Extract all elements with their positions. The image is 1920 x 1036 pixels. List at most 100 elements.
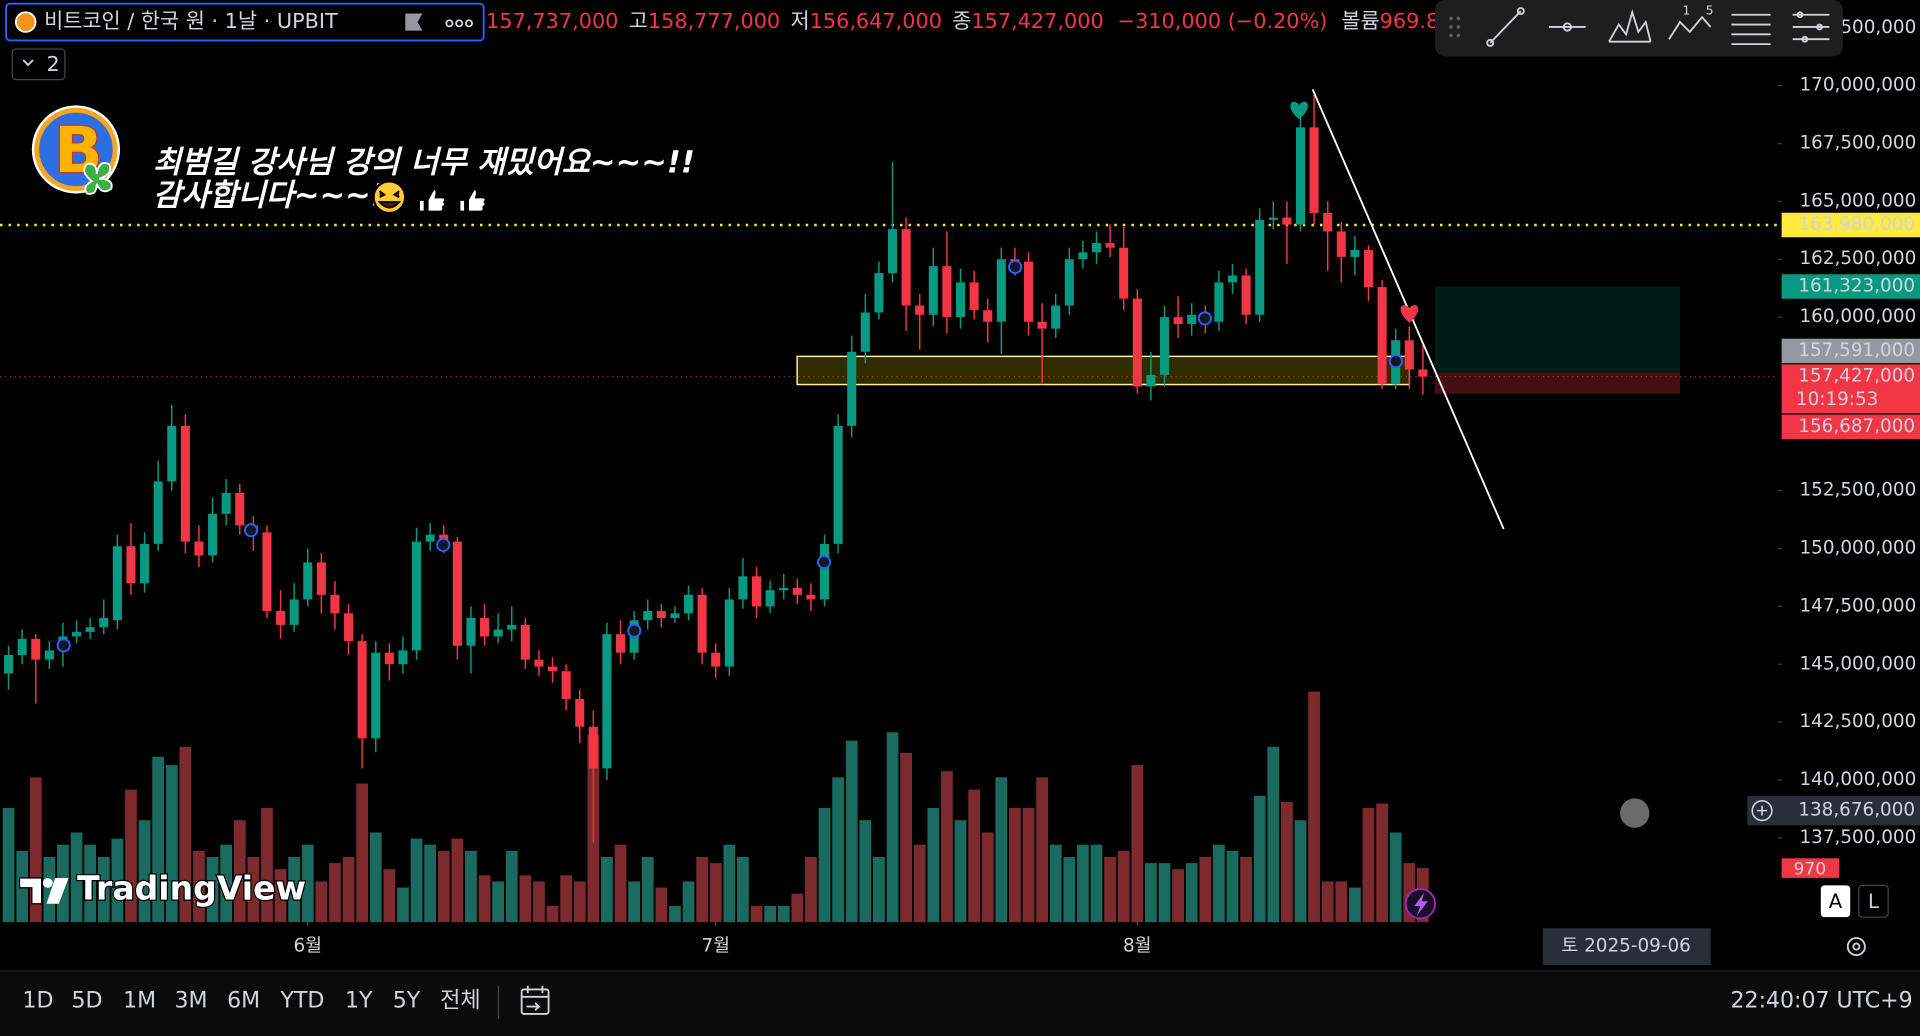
tool-trendline[interactable] (1489, 10, 1522, 44)
volume-bar (1294, 820, 1307, 923)
candle-body (819, 543, 830, 600)
volume-bar (125, 789, 137, 923)
volume-bar (84, 844, 97, 923)
candle-body (1268, 217, 1278, 220)
candle-body (1119, 247, 1129, 299)
price-label: 163,980,000 (1798, 214, 1915, 235)
dot (445, 19, 454, 28)
y-tick-label: 145,000,000 (1800, 653, 1917, 674)
volume-bar (560, 875, 573, 923)
volume-bar (1403, 863, 1416, 923)
candle-body (1404, 340, 1414, 370)
candles-layer (4, 94, 1428, 843)
collapse-button[interactable] (11, 48, 66, 81)
tool-pattern[interactable] (1608, 9, 1652, 43)
volume-bar (1362, 807, 1375, 923)
tool-fib[interactable] (1731, 13, 1771, 46)
candle-body (276, 611, 286, 625)
volume-bar (1389, 832, 1402, 923)
candle-body (384, 652, 394, 665)
y-tick-label: 147,500,000 (1800, 595, 1917, 616)
volume-bar (492, 881, 505, 923)
y-tick-label: 170,000,000 (1800, 75, 1917, 96)
crosshair-dot (1620, 798, 1650, 828)
volume-bar (437, 850, 450, 923)
volume-bar (913, 844, 926, 923)
settings-button[interactable] (1846, 937, 1866, 957)
volume-bar (451, 838, 464, 923)
volume-bar (1090, 844, 1103, 923)
auto-scale-button[interactable] (1820, 885, 1851, 918)
candle-body (85, 627, 95, 632)
candle-body (1241, 275, 1251, 315)
volume-bar (165, 765, 178, 923)
volume-bar (505, 850, 518, 923)
marker (627, 623, 642, 638)
tool-point (1796, 11, 1804, 19)
candle-body (1105, 243, 1115, 248)
lightning-icon (1414, 892, 1428, 916)
volume-bar (845, 740, 858, 923)
dot (1449, 16, 1453, 21)
tool-label: 5 (1706, 4, 1714, 18)
volume-bar (1063, 856, 1076, 923)
tool-list[interactable] (1792, 13, 1830, 41)
date-range-button[interactable] (520, 985, 550, 1015)
more-icon[interactable] (445, 19, 473, 28)
log-scale-label: L (1868, 890, 1879, 913)
candle-body (697, 594, 707, 653)
range-button[interactable]: 6M (227, 989, 260, 1014)
candle-body (575, 698, 585, 727)
target-zone (1435, 286, 1680, 373)
range-button[interactable]: 1M (123, 989, 156, 1014)
drawings (0, 223, 1778, 394)
y-tick-label: 140,000,000 (1800, 769, 1917, 790)
settings-core (1852, 942, 1861, 951)
volume-bar (111, 838, 124, 923)
comment-line: 감사합니다~~~! (153, 179, 385, 214)
symbol-box[interactable] (5, 2, 485, 42)
y-tick-label: 150,000,000 (1800, 538, 1917, 559)
volume-bar (1131, 765, 1144, 923)
range-button[interactable]: 1Y (345, 989, 373, 1014)
range-button[interactable]: 3M (175, 989, 208, 1014)
volume-bar (886, 732, 899, 923)
range-button[interactable]: 5Y (393, 989, 421, 1014)
candle-body (126, 546, 136, 584)
axes: 172,500,000170,000,000167,500,000165,000… (293, 17, 1916, 957)
volume-bar (927, 807, 940, 923)
candle-body (915, 305, 925, 315)
volume-bar (832, 777, 844, 923)
volume-bar (478, 875, 491, 923)
legend-high: 158,777,000 (648, 9, 780, 33)
range-button[interactable]: YTD (280, 989, 325, 1014)
log-scale-button[interactable] (1858, 884, 1889, 918)
volume-bar (981, 832, 994, 923)
range-button[interactable]: 5D (71, 989, 102, 1014)
candle-body (167, 425, 177, 482)
candle-body (860, 312, 870, 352)
candle-body (751, 576, 762, 607)
price-label-box (1781, 414, 1920, 440)
tool-elliott[interactable] (1668, 15, 1712, 40)
candle-body (262, 532, 272, 612)
candle-body (316, 562, 326, 595)
candle-body (901, 229, 911, 306)
marker (817, 555, 832, 570)
price-label: 156,687,000 (1798, 416, 1915, 437)
volume-bar (546, 905, 559, 923)
volume-bar (247, 856, 260, 923)
volume-bar (29, 777, 42, 923)
add-alert-button[interactable] (1751, 800, 1773, 822)
x-tick-label: 8월 (1123, 936, 1152, 957)
range-button[interactable]: 전체 (440, 989, 481, 1014)
range-button[interactable]: 1D (22, 989, 53, 1014)
volume-bar (737, 856, 749, 923)
candle-body (1309, 127, 1319, 213)
volume-bar (70, 832, 83, 923)
volume-bar (900, 752, 912, 923)
candle-body (31, 638, 41, 660)
volume-label: 970 (1793, 859, 1826, 879)
